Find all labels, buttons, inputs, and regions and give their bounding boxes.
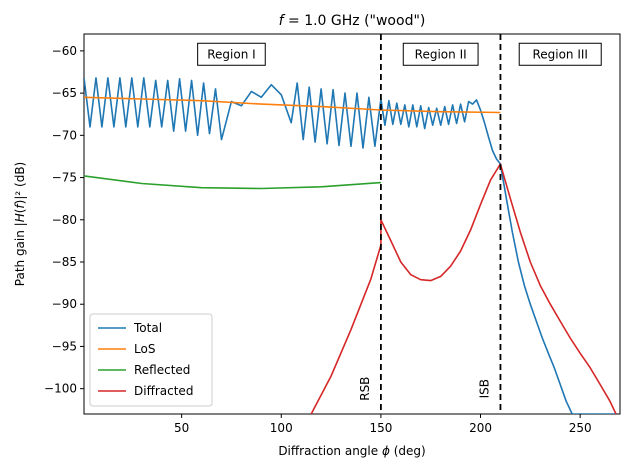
x-tick-label: 200 [469,421,492,435]
x-axis-label-pre: Diffraction angle [278,444,382,458]
x-axis-label-var: ϕ [382,444,390,458]
x-axis-label: Diffraction angle ϕ (deg) [278,444,425,458]
region-box [197,42,266,66]
region-label: Region III [532,47,588,61]
chart-title-rest: = 1.0 GHz ("wood") [284,13,426,29]
x-axis-ticks: 50 100 150 200 250 [174,414,592,435]
x-tick-label: 50 [174,421,189,435]
x-axis-label-post: (deg) [390,444,426,458]
region-box [518,42,602,66]
y-axis-label-mid: ( [13,209,27,214]
legend: Total LoS Reflected Diffracted [89,313,213,407]
legend-label-reflected: Reflected [134,363,190,377]
y-tick-label: −95 [52,339,77,353]
y-tick-label: −65 [52,86,77,100]
y-tick-label: −85 [52,255,77,269]
y-axis-label-var: H [13,213,27,222]
y-axis-label-var2: f [13,203,27,209]
plot-frame [83,33,621,415]
y-tick-label: −100 [44,382,77,396]
legend-label-diffracted: Diffracted [134,384,193,398]
y-axis-label-pre: Path gain | [13,222,27,286]
y-axis-label-post: )|² (dB) [13,162,27,205]
legend-label-los: LoS [134,342,155,356]
region-label: Region II [415,47,467,61]
y-tick-label: −90 [52,297,77,311]
series-line-diffracted [310,163,617,414]
y-tick-label: −75 [52,171,77,185]
boundary-lines [379,34,502,414]
series-line-los [84,96,501,114]
series-line-total [84,77,616,414]
legend-label-total: Total [133,321,162,335]
boundary-annotations: RSB ISB [358,377,492,401]
annotation-rsb: RSB [358,377,372,401]
y-tick-label: −80 [52,213,77,227]
chart-title: f = 1.0 GHz ("wood") [279,13,426,29]
y-tick-label: −70 [52,128,77,142]
legend-frame [89,313,213,407]
x-tick-label: 250 [569,421,592,435]
x-tick-label: 150 [369,421,392,435]
y-axis-ticks: −60 −65 −70 −75 −80 −85 −90 −95 −100 [44,44,84,396]
chart-title-var: f [279,13,286,29]
y-tick-label: −60 [52,44,77,58]
y-axis-label: Path gain |H(f)|² (dB) [13,162,27,286]
annotation-isb: ISB [477,379,491,398]
region-labels: Region I Region II Region III [197,42,602,66]
region-label: Region I [207,47,255,61]
series-line-reflected [84,175,381,190]
region-box [402,42,479,66]
x-tick-label: 100 [270,421,293,435]
